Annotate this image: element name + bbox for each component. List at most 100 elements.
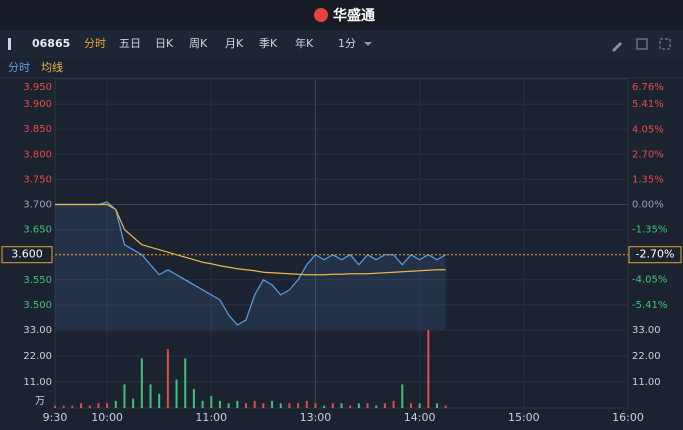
y2-tick-label: 22.00 xyxy=(632,351,661,362)
dropdown-arrow xyxy=(364,42,372,46)
volume-bar xyxy=(62,405,65,408)
y2-tick-label: 0.00% xyxy=(632,200,664,211)
volume-bar xyxy=(366,403,369,408)
last-price-box xyxy=(1,246,53,264)
volume-bar xyxy=(210,396,213,408)
price-line xyxy=(55,203,446,276)
volume-bar xyxy=(297,403,300,408)
y-tick-label: 3.650 xyxy=(23,225,52,236)
volume-bar xyxy=(227,403,230,408)
volume-bar xyxy=(392,400,395,408)
tab[interactable]: 日K xyxy=(155,37,174,50)
volume-bar xyxy=(409,403,412,408)
last-change-box xyxy=(628,246,682,264)
y2-tick-label: -1.35% xyxy=(632,225,667,236)
y-tick-label: 3.950 xyxy=(23,82,52,93)
x-tick-label: 10:00 xyxy=(91,411,123,424)
volume-bar xyxy=(97,403,100,408)
volume-bar xyxy=(323,405,326,408)
sidebar-toggle[interactable] xyxy=(8,38,11,50)
unit-label: 万 xyxy=(35,396,45,407)
volume-bar xyxy=(279,403,282,408)
volume-bar xyxy=(383,403,386,408)
volume-bar xyxy=(80,403,83,408)
volume-bar xyxy=(331,403,334,408)
tab[interactable]: 月K xyxy=(225,37,244,50)
volume-bar xyxy=(184,358,187,408)
volume-bar xyxy=(271,400,274,408)
y-tick-label: 3.900 xyxy=(23,99,52,110)
volume-bar xyxy=(314,403,317,408)
legend-item: 分时 xyxy=(8,61,30,74)
y-tick-label: 22.00 xyxy=(23,351,52,362)
x-tick-label: 11:00 xyxy=(195,411,227,424)
y-tick-label: 3.500 xyxy=(23,300,52,311)
volume-bar xyxy=(158,393,161,408)
y2-tick-label: 5.41% xyxy=(632,99,664,110)
x-tick-label: 13:00 xyxy=(300,411,332,424)
y2-tick-label: -5.41% xyxy=(632,300,667,311)
volume-bar xyxy=(357,403,360,408)
logo-icon xyxy=(314,8,328,22)
tab[interactable]: 分时 xyxy=(84,37,106,50)
volume-bar xyxy=(106,403,109,408)
volume-bar xyxy=(132,398,135,408)
volume-bar xyxy=(444,405,447,408)
y-tick-label: 33.00 xyxy=(23,325,52,336)
y2-tick-label: 6.76% xyxy=(632,82,664,93)
volume-bar xyxy=(305,400,308,408)
volume-bar xyxy=(253,400,256,408)
legend-item: 均线 xyxy=(41,60,63,74)
fullscreen-icon[interactable] xyxy=(659,38,671,50)
brand: 华盛通 xyxy=(333,7,375,24)
y-tick-label: 3.700 xyxy=(23,200,52,211)
volume-bar xyxy=(436,403,438,408)
expand-icon[interactable] xyxy=(636,38,648,50)
y-tick-label: 3.550 xyxy=(23,275,52,286)
volume-bar xyxy=(401,384,404,408)
y-tick-label: 3.750 xyxy=(23,174,52,185)
volume-bar xyxy=(123,384,126,408)
y-tick-label: 3.850 xyxy=(23,124,52,135)
volume-bar xyxy=(349,405,352,408)
y2-tick-label: 33.00 xyxy=(632,325,661,336)
volume-bar xyxy=(262,403,265,408)
volume-bar xyxy=(192,389,195,408)
interval[interactable]: 1分 xyxy=(338,37,356,50)
price-area xyxy=(55,201,446,330)
volume-bar xyxy=(88,405,91,408)
volume-bar xyxy=(375,405,378,408)
volume-bar xyxy=(218,400,221,408)
y2-tick-label: 2.70% xyxy=(632,149,664,160)
draw-icon[interactable] xyxy=(612,42,622,52)
top-bar xyxy=(0,0,683,30)
tab[interactable]: 年K xyxy=(295,36,314,50)
tab[interactable]: 周K xyxy=(189,37,208,50)
volume-bar xyxy=(418,403,421,408)
volume-bar xyxy=(140,358,143,408)
volume-bar xyxy=(201,400,204,408)
volume-bar xyxy=(340,403,343,408)
volume-bar xyxy=(71,405,74,408)
last-change-label: -2.70% xyxy=(636,248,675,261)
y2-tick-label: 11.00 xyxy=(632,377,661,388)
volume-bar xyxy=(236,400,239,408)
tab[interactable]: 五日 xyxy=(119,37,141,50)
y2-tick-label: 4.05% xyxy=(632,124,664,135)
y2-tick-label: 1.35% xyxy=(632,174,664,185)
volume-bar xyxy=(288,403,291,408)
volume-bar xyxy=(54,405,56,408)
x-tick-label: 15:00 xyxy=(508,411,540,424)
y2-tick-label: -4.05% xyxy=(632,275,667,286)
x-tick-label: 9:30 xyxy=(43,411,68,424)
y-tick-label: 11.00 xyxy=(23,377,52,388)
tab[interactable]: 季K xyxy=(259,37,278,50)
volume-bar xyxy=(427,330,430,408)
price-line xyxy=(55,201,446,326)
volume-bar xyxy=(166,348,169,408)
y-tick-label: 3.800 xyxy=(23,149,52,160)
symbol: 06865 xyxy=(32,37,70,50)
volume-bar xyxy=(149,384,152,408)
